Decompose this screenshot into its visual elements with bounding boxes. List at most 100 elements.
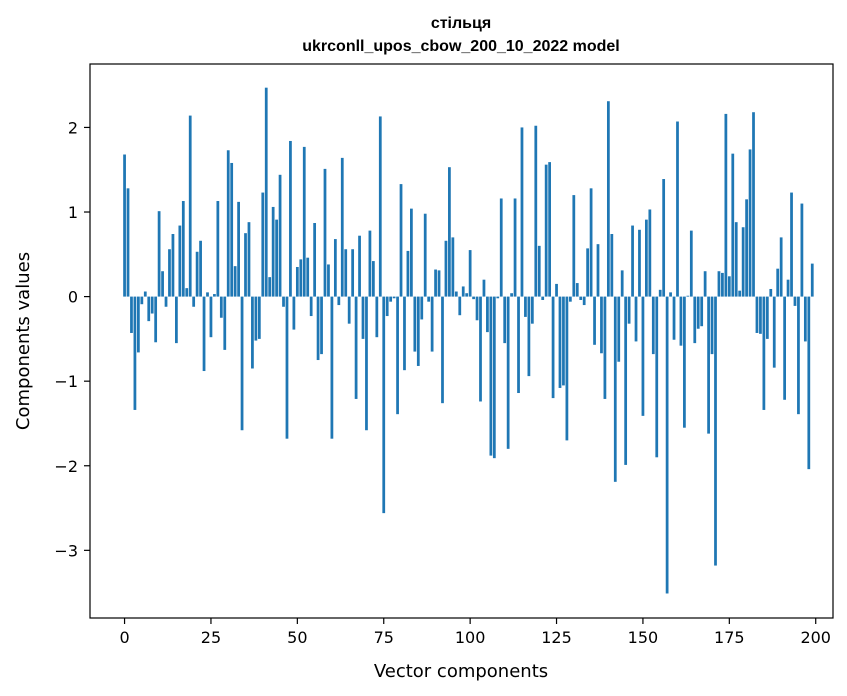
bar-123	[548, 162, 551, 297]
chart-subtitle: ukrconll_upos_cbow_200_10_2022 model	[302, 38, 619, 55]
bar-182	[752, 112, 755, 297]
bar-102	[475, 296, 479, 321]
bar-151	[645, 219, 648, 297]
bar-120	[537, 245, 541, 297]
bar-132	[579, 296, 583, 300]
y-tick-label: 1	[68, 203, 78, 222]
bar-89	[430, 296, 434, 352]
x-tick-label: 25	[201, 628, 221, 647]
bar-171	[714, 296, 717, 566]
bar-79	[396, 296, 399, 415]
bar-144	[620, 270, 624, 297]
y-axis-label: Components values	[13, 252, 34, 430]
y-tick-label: −3	[54, 541, 78, 560]
bar-121	[541, 296, 545, 300]
bar-32	[233, 266, 237, 297]
bar-188	[772, 296, 776, 368]
bar-43	[271, 206, 275, 297]
bar-199	[810, 263, 814, 297]
bar-23	[202, 296, 206, 372]
bar-5	[140, 296, 144, 305]
bar-76	[385, 296, 389, 317]
bar-46	[282, 296, 285, 307]
bar-136	[593, 296, 596, 345]
bar-15	[175, 296, 178, 344]
bar-181	[748, 149, 752, 297]
bar-60	[330, 296, 334, 439]
bar-190	[779, 237, 783, 297]
bar-72	[371, 261, 375, 297]
bar-7	[147, 296, 151, 322]
bar-111	[506, 296, 510, 449]
chart-title: стільця	[431, 15, 491, 32]
bar-2	[130, 296, 133, 333]
bar-52	[302, 146, 306, 297]
bar-58	[323, 168, 327, 297]
bar-37	[251, 296, 254, 369]
bar-117	[527, 296, 531, 377]
bar-168	[703, 271, 707, 297]
bar-110	[503, 296, 507, 344]
x-tick-label: 100	[455, 628, 486, 647]
bar-4	[137, 296, 140, 353]
bar-109	[499, 198, 503, 297]
bar-13	[168, 249, 171, 297]
bar-160	[676, 121, 679, 297]
bar-69	[361, 296, 365, 339]
bar-147	[631, 225, 634, 297]
bar-126	[558, 296, 562, 388]
bar-187	[769, 288, 773, 297]
x-tick-label: 175	[714, 628, 745, 647]
bar-139	[603, 296, 607, 399]
bar-92	[441, 296, 444, 404]
bar-103	[479, 296, 482, 402]
bar-14	[171, 234, 175, 297]
x-tick-label: 200	[800, 628, 831, 647]
bar-21	[195, 251, 199, 297]
bar-185	[762, 296, 766, 410]
bar-6	[143, 291, 147, 297]
bar-65	[347, 296, 351, 324]
bar-73	[375, 296, 379, 338]
bar-112	[510, 293, 513, 297]
bar-47	[285, 296, 289, 439]
bar-191	[783, 296, 786, 400]
bar-129	[568, 296, 572, 302]
bar-133	[582, 296, 586, 306]
bar-195	[797, 296, 800, 415]
bar-175	[727, 276, 731, 297]
bar-127	[562, 296, 565, 386]
bar-192	[786, 279, 790, 297]
bar-63	[340, 157, 344, 297]
bar-94	[448, 167, 451, 297]
bar-31	[230, 162, 234, 297]
bar-174	[724, 113, 728, 297]
bar-83	[410, 208, 413, 297]
bar-122	[544, 164, 548, 297]
bar-101	[472, 296, 475, 300]
bar-33	[237, 201, 240, 297]
bar-108	[496, 296, 500, 299]
bar-68	[358, 235, 361, 297]
bar-36	[247, 222, 251, 297]
bar-70	[365, 296, 368, 431]
bar-25	[209, 296, 213, 338]
bar-176	[731, 153, 735, 297]
bar-1	[126, 188, 130, 297]
bar-88	[427, 296, 431, 302]
bar-17	[181, 201, 185, 297]
bar-19	[188, 115, 192, 297]
bar-53	[306, 257, 310, 297]
bar-98	[461, 286, 465, 297]
bar-61	[333, 239, 337, 297]
bar-27	[216, 201, 220, 297]
bar-75	[382, 296, 386, 514]
bar-141	[610, 234, 614, 297]
bar-135	[589, 188, 593, 297]
bar-74	[378, 116, 382, 297]
bar-145	[624, 296, 628, 465]
bar-164	[689, 230, 693, 297]
bar-150	[641, 296, 645, 416]
bar-20	[192, 296, 196, 307]
